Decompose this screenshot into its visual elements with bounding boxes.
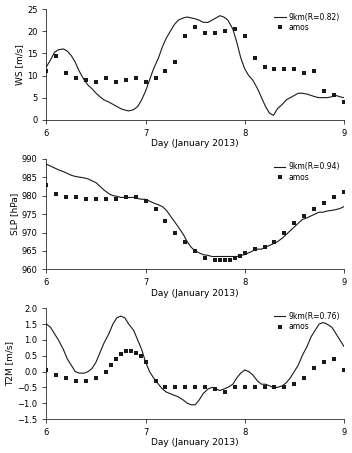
Y-axis label: WS [m/s]: WS [m/s] [15, 44, 24, 85]
Y-axis label: SLP [hPa]: SLP [hPa] [10, 193, 19, 235]
Legend: 9km(R=0.94), amos: 9km(R=0.94), amos [272, 161, 341, 183]
X-axis label: Day (January 2013): Day (January 2013) [151, 139, 239, 148]
X-axis label: Day (January 2013): Day (January 2013) [151, 289, 239, 298]
X-axis label: Day (January 2013): Day (January 2013) [151, 439, 239, 448]
Legend: 9km(R=0.76), amos: 9km(R=0.76), amos [272, 311, 341, 333]
Y-axis label: T2M [m/s]: T2M [m/s] [6, 341, 14, 386]
Legend: 9km(R=0.82), amos: 9km(R=0.82), amos [273, 11, 341, 34]
